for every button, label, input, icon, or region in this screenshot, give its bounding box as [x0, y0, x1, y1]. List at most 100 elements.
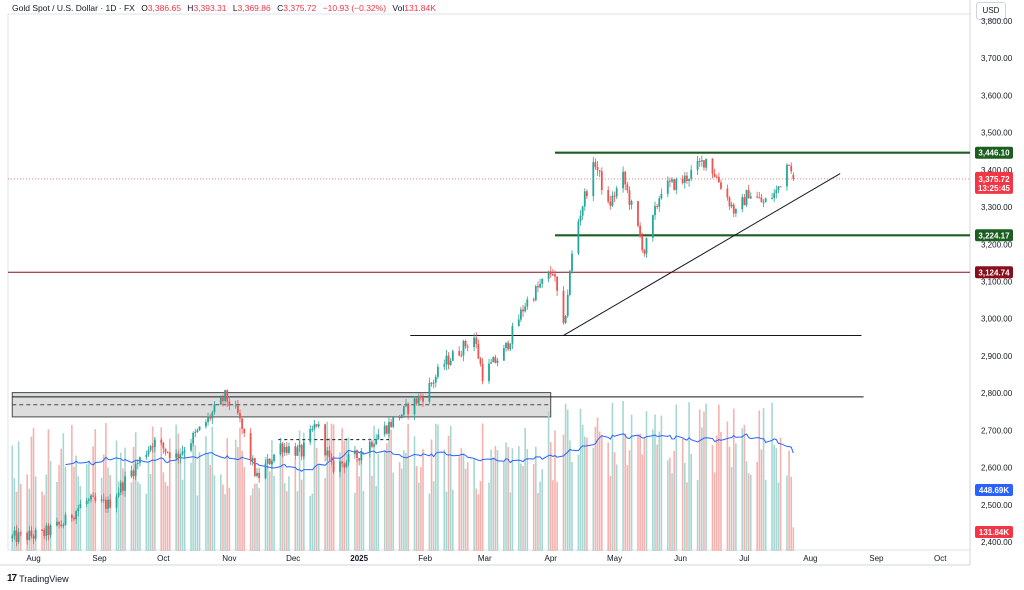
candle-body — [175, 453, 178, 458]
volume-bar — [328, 437, 331, 551]
volume-bar — [711, 444, 714, 551]
candle-body — [777, 186, 780, 191]
candle-body — [234, 405, 237, 407]
volume-bar — [207, 453, 209, 551]
volume-bar — [547, 411, 550, 551]
candle-body — [358, 458, 361, 461]
volume-bar — [149, 474, 152, 551]
candle-body — [222, 396, 224, 402]
volume-bar — [577, 454, 580, 551]
candle-body — [775, 190, 778, 194]
volume-bar — [241, 450, 243, 551]
volume-bar — [45, 474, 48, 551]
candle-body — [417, 396, 420, 404]
volume-bar — [79, 486, 82, 551]
currency-selector[interactable]: USD — [976, 2, 1006, 20]
candle-body — [773, 193, 776, 199]
candle-body — [236, 405, 239, 414]
volume-bar — [481, 423, 484, 551]
candle-body — [734, 209, 737, 214]
y-tick-label: 3,300.00 — [981, 203, 1013, 212]
candle-body — [711, 158, 714, 174]
volume-bar — [705, 403, 707, 551]
volume-bar — [539, 481, 541, 551]
volume-bar — [566, 409, 569, 551]
candle-body — [703, 160, 705, 168]
candle-body — [675, 179, 678, 190]
candle-body — [741, 197, 744, 210]
y-tick-label: 3,400.00 — [981, 166, 1013, 175]
volume-bar — [64, 466, 67, 551]
candle-body — [547, 271, 550, 279]
volume-bar — [85, 464, 88, 551]
volume-bar — [134, 432, 137, 551]
candle-body — [696, 160, 699, 170]
candle-body — [549, 271, 552, 275]
candle-body — [94, 496, 97, 501]
volume-bar — [526, 449, 529, 551]
volume-bar — [356, 458, 358, 551]
volume-ma-tag — [975, 484, 1013, 496]
candle-body — [160, 440, 163, 443]
candle-body — [492, 357, 495, 363]
volume-bar — [264, 456, 267, 551]
volume-bar — [251, 488, 254, 551]
volume-bar — [88, 461, 90, 551]
candle-body — [130, 470, 133, 477]
volume-bar — [175, 424, 177, 551]
volume-bar — [49, 461, 52, 551]
candle-body — [698, 160, 701, 162]
volume-bar — [637, 434, 639, 551]
volume-bar — [392, 472, 395, 551]
candle-body — [58, 521, 60, 525]
candle-body — [713, 173, 716, 177]
candle-body — [49, 525, 52, 536]
candle-body — [183, 450, 186, 452]
candle-body — [460, 355, 463, 357]
volume-bar — [673, 450, 675, 551]
volume-bar — [581, 424, 584, 551]
volume-bar — [462, 452, 465, 551]
volume-tag-label: 131.84K — [979, 528, 1009, 537]
y-tick-label: 3,800.00 — [981, 17, 1013, 26]
candle-body — [551, 274, 554, 276]
candle-body — [164, 448, 167, 452]
volume-bar — [509, 492, 512, 551]
candle-body — [496, 360, 499, 363]
candle-body — [11, 535, 14, 539]
candle-body — [34, 530, 37, 539]
y-tick-label: 2,900.00 — [981, 352, 1013, 361]
price-level-tag-label: 3,446.10 — [978, 149, 1010, 158]
volume-bar — [671, 473, 673, 551]
volume-bar — [226, 438, 229, 551]
volume-bar — [779, 437, 782, 551]
volume-bar — [464, 468, 467, 551]
candle-body — [119, 482, 122, 493]
candle-body — [556, 276, 559, 291]
tradingview-brand[interactable]: 17 TradingView — [7, 573, 69, 584]
volume-bar — [622, 400, 624, 551]
volume-bar — [213, 475, 216, 551]
candle-body — [643, 250, 646, 254]
volume-bar — [371, 475, 373, 551]
volume-bar — [430, 439, 433, 551]
candle-body — [288, 446, 290, 453]
candle-body — [445, 355, 448, 365]
volume-bar — [775, 448, 778, 551]
candle-body — [402, 406, 405, 415]
candle-body — [660, 193, 663, 199]
volume-bar — [428, 493, 431, 551]
candle-body — [315, 424, 318, 427]
volume-bar — [607, 442, 609, 551]
volume-bar — [611, 402, 614, 551]
current-price-tag — [975, 171, 1013, 194]
price-level-tag — [975, 266, 1013, 279]
candle-body — [311, 428, 314, 430]
candle-body — [368, 441, 371, 454]
candle-body — [124, 476, 126, 491]
candle-body — [371, 441, 373, 447]
volume-bar — [571, 461, 573, 551]
candle-body — [443, 364, 446, 367]
volume-bar — [164, 482, 167, 551]
